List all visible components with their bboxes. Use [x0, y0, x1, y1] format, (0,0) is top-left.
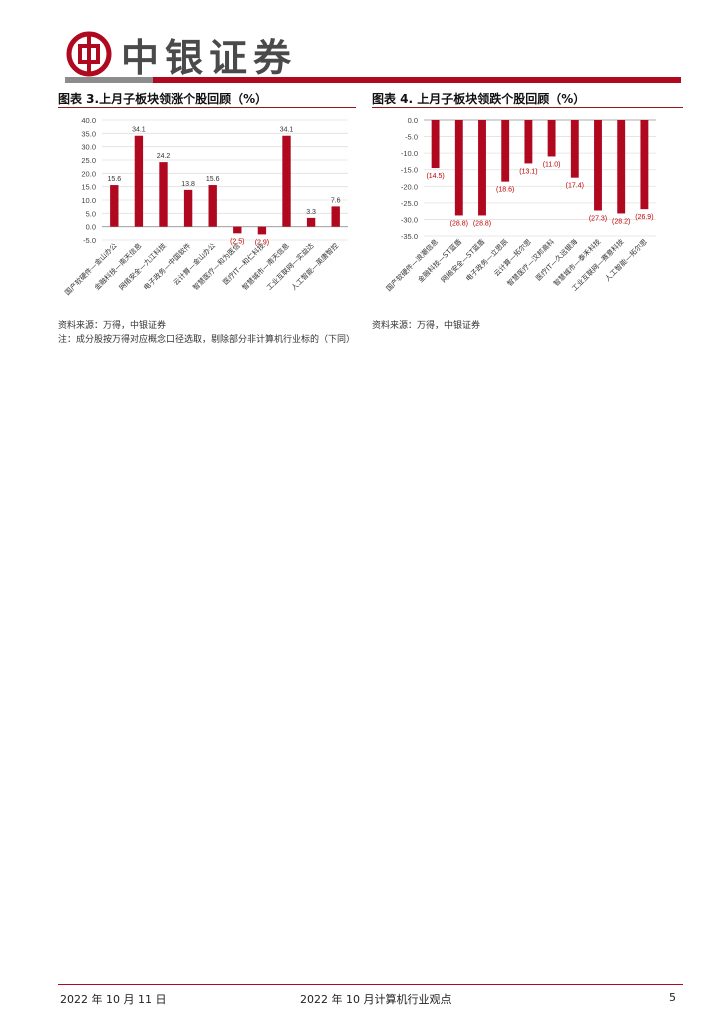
chart1-ytick-label: 0.0 [86, 223, 96, 232]
chart1-category-label: 人工智能—英唐智控 [289, 241, 340, 292]
footer-page-number: 5 [669, 991, 676, 1004]
chart2-bar [454, 120, 463, 216]
chart1-bar [331, 206, 340, 227]
chart1-note: 注：成分股按万得对应概念口径选取，剔除部分非计算机行业标的（下同） [58, 335, 356, 345]
chart2-bar [617, 120, 626, 214]
chart2-data-label: (18.6) [496, 187, 514, 194]
chart2-bar [524, 120, 533, 164]
chart2-ytick-label: -30.0 [401, 215, 418, 224]
chart1-data-label: 15.6 [107, 176, 121, 183]
chart1-bar [159, 162, 168, 227]
chart2-ytick-label: 0.0 [408, 116, 418, 125]
chart1-bar [282, 135, 291, 227]
chart2-data-label: (28.8) [450, 220, 468, 227]
chart1-ytick-label: 15.0 [81, 183, 96, 192]
chart1-bar [306, 217, 316, 227]
chart1-data-label: 3.3 [306, 209, 316, 216]
footer-date: 2022 年 10 月 11 日 [60, 993, 167, 1006]
chart2-source: 资料来源：万得，中银证券 [372, 321, 481, 331]
chart2-ytick-label: -10.0 [401, 149, 418, 158]
chart2-ytick-label: -25.0 [401, 199, 418, 208]
chart1-data-label: (2.5) [230, 238, 244, 245]
chart2-bar [478, 120, 486, 216]
bank-logo-icon [66, 31, 112, 77]
chart1-title-rule [58, 107, 356, 108]
chart1-ytick-label: 30.0 [81, 143, 96, 152]
chart1-category-label: 电子政务—中国软件 [142, 241, 193, 292]
chart1-data-label: (2.9) [255, 239, 269, 246]
chart1-ytick-label: 25.0 [81, 156, 96, 165]
chart1-data-label: 34.1 [280, 127, 294, 134]
chart1-category-label: 医疗IT—和仁科技 [221, 241, 266, 286]
chart2-data-label: (11.0) [543, 161, 561, 168]
chart1-category-label: 智慧医疗—和为医信 [191, 241, 242, 292]
chart2-ytick-label: -35.0 [401, 232, 418, 241]
chart1-bar [183, 189, 193, 227]
chart1-data-label: 24.2 [157, 153, 171, 160]
chart2-category-label: 网络安全—ST蓝盾 [439, 237, 486, 284]
chart2-title-rule [372, 107, 683, 108]
chart2-bar [570, 120, 579, 178]
chart1-bar [110, 185, 119, 227]
chart1-category-label: 云计算—金山办公 [171, 241, 217, 287]
chart1-bar [257, 226, 267, 235]
chart2-bar [501, 120, 510, 182]
chart1-bar [233, 226, 242, 234]
chart1-bar [134, 135, 144, 227]
chart2-data-label: (14.5) [426, 173, 444, 180]
chart1-data-label: 7.6 [331, 197, 341, 204]
chart1-ytick-label: 40.0 [81, 116, 96, 125]
chart2-category-label: 金融科技—ST蓝盾 [416, 237, 463, 284]
chart2-data-label: (13.1) [519, 168, 537, 175]
chart2-data-label: (28.8) [473, 220, 491, 227]
chart1-category-label: 智慧城市—南天信息 [240, 241, 291, 292]
chart1-source: 资料来源：万得，中银证券 [58, 321, 167, 331]
chart2-falling-stocks: -35.0 -30.0 -25.0 -20.0 -15.0 -10.0 -5.0 0.0 (14… [384, 116, 656, 293]
chart1-data-label: 15.6 [206, 176, 220, 183]
chart1-ytick-label: 10.0 [81, 196, 96, 205]
chart2-category-label: 人工智能—拓尔思 [603, 237, 649, 283]
chart2-ytick-label: -5.0 [405, 133, 418, 142]
brand-name: 中银证券 [121, 35, 298, 80]
chart2-ytick-label: -15.0 [401, 166, 418, 175]
header-bar-gray [65, 77, 153, 83]
chart2-bar [594, 120, 602, 211]
chart1-title: 图表 3.上月子板块领涨个股回顾（%） [58, 92, 268, 106]
chart1-data-label: 13.8 [181, 181, 195, 188]
chart2-data-label: (28.2) [612, 218, 630, 225]
chart1-category-label: 网络安全—九江科技 [117, 241, 168, 292]
chart1-ytick-label: 5.0 [86, 209, 96, 218]
chart1-data-label: 34.1 [132, 127, 146, 134]
chart1-bar [208, 185, 217, 227]
chart2-data-label: (27.3) [589, 215, 607, 222]
chart2-bar [640, 120, 649, 210]
chart2-title: 图表 4. 上月子板块领跌个股回顾（%） [372, 92, 586, 106]
chart1-ytick-label: 20.0 [81, 169, 96, 178]
chart2-ytick-label: -20.0 [401, 182, 418, 191]
chart2-bar [431, 120, 440, 169]
chart1-category-label: 金融科技—南天信息 [92, 241, 143, 292]
chart1-ytick-label: 35.0 [81, 129, 96, 138]
chart2-data-label: (26.9) [635, 214, 653, 221]
chart1-ytick-label: -5.0 [83, 236, 96, 245]
chart2-category-label: 医疗IT—久远银海 [534, 237, 579, 282]
footer-title: 2022 年 10 月计算机行业观点 [300, 993, 452, 1006]
footer-rule [58, 984, 683, 985]
chart2-category-label: 电子政务—立思辰 [464, 237, 510, 283]
chart2-bar [547, 120, 556, 157]
chart1-category-label: 工业互联网—实益达 [265, 241, 316, 292]
chart1-rising-stocks: -5.0 0.0 5.0 10.0 15.0 20.0 25.0 30.0 35.0 40.0 15… [63, 116, 348, 297]
header-bar-red [153, 77, 681, 83]
chart2-data-label: (17.4) [566, 183, 584, 190]
